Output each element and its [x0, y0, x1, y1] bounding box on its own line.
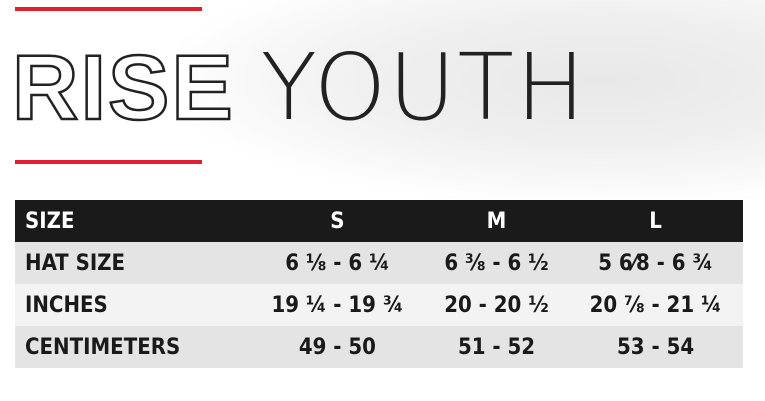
table-header: SIZE S M L: [15, 200, 743, 242]
cell: 6 ⅛ - 6 ¼: [250, 242, 425, 284]
header-l: L: [568, 200, 743, 242]
top-red-rule: [15, 7, 202, 11]
title-outlined: RISE: [11, 37, 235, 140]
cell: 5 6⁄8 - 6 ¾: [568, 242, 743, 284]
bottom-red-rule: [15, 160, 202, 164]
table-row: HAT SIZE 6 ⅛ - 6 ¼ 6 ⅜ - 6 ½ 5 6⁄8 - 6 ¾: [15, 242, 743, 284]
size-chart-table: SIZE S M L HAT SIZE 6 ⅛ - 6 ¼ 6 ⅜ - 6 ½ …: [15, 200, 743, 368]
header-m: M: [424, 200, 569, 242]
background-texture: [180, 0, 765, 200]
cell: 20 ⅞ - 21 ¼: [568, 284, 743, 326]
table-row: INCHES 19 ¼ - 19 ¾ 20 - 20 ½ 20 ⅞ - 21 ¼: [15, 284, 743, 326]
cell: 49 - 50: [250, 326, 425, 368]
row-label: CENTIMETERS: [15, 326, 250, 368]
cell: 51 - 52: [424, 326, 569, 368]
page-title: RISE YOUTH: [11, 37, 587, 140]
header-size: SIZE: [15, 200, 250, 242]
cell: 53 - 54: [568, 326, 743, 368]
title-solid: YOUTH: [260, 34, 588, 141]
row-label: INCHES: [15, 284, 250, 326]
cell: 20 - 20 ½: [424, 284, 569, 326]
cell: 6 ⅜ - 6 ½: [424, 242, 569, 284]
table-row: CENTIMETERS 49 - 50 51 - 52 53 - 54: [15, 326, 743, 368]
header-s: S: [250, 200, 425, 242]
row-label: HAT SIZE: [15, 242, 250, 284]
cell: 19 ¼ - 19 ¾: [250, 284, 425, 326]
